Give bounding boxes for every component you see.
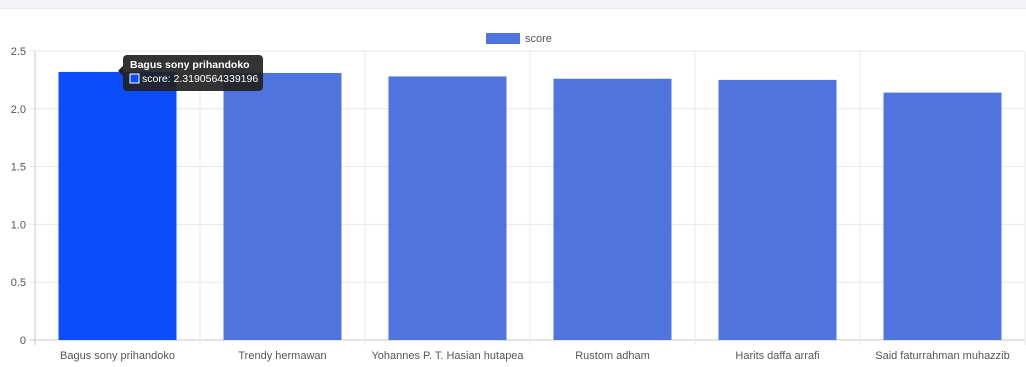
tooltip-swatch — [129, 73, 140, 84]
tooltip-caret — [118, 65, 123, 76]
legend[interactable]: score — [486, 33, 552, 45]
tooltip: Bagus sony prihandoko score: 2.3190564339… — [118, 55, 263, 91]
bars-layer — [58, 71, 1002, 341]
tooltip-title: Bagus sony prihandoko — [130, 59, 250, 71]
grid-layer — [30, 50, 1026, 345]
legend-swatch — [486, 33, 520, 44]
bar[interactable] — [388, 76, 507, 340]
legend-label: score — [525, 33, 552, 45]
x-tick-label: Rustom adham — [575, 350, 650, 362]
x-tick-label: Bagus sony prihandoko — [60, 350, 175, 362]
tooltip-value: score: 2.3190564339196 — [142, 73, 258, 85]
bar[interactable] — [223, 72, 342, 341]
tooltip-box — [123, 55, 263, 91]
y-tick-label: 2.0 — [11, 104, 26, 116]
bar[interactable] — [58, 71, 177, 340]
x-tick-label: Harits daffa arrafi — [735, 350, 819, 362]
top-strip — [0, 0, 1026, 9]
axes-layer: 0 0.5 1.0 1.5 2.0 2.5 Bagus sony prihandoko Tre… — [11, 46, 1010, 362]
y-tick-label: 0 — [20, 335, 26, 347]
bar[interactable] — [883, 92, 1002, 340]
y-tick-label: 1.5 — [11, 162, 26, 174]
x-tick-label: Said faturrahman muhazzib — [875, 350, 1010, 362]
y-tick-label: 1.0 — [11, 219, 26, 231]
y-tick-label: 2.5 — [11, 46, 26, 58]
bar[interactable] — [553, 78, 672, 340]
x-tick-label: Yohannes P. T. Hasian hutapea — [371, 350, 524, 362]
x-tick-label: Trendy hermawan — [238, 350, 326, 362]
y-tick-label: 0.5 — [11, 277, 26, 289]
bar[interactable] — [718, 79, 837, 341]
